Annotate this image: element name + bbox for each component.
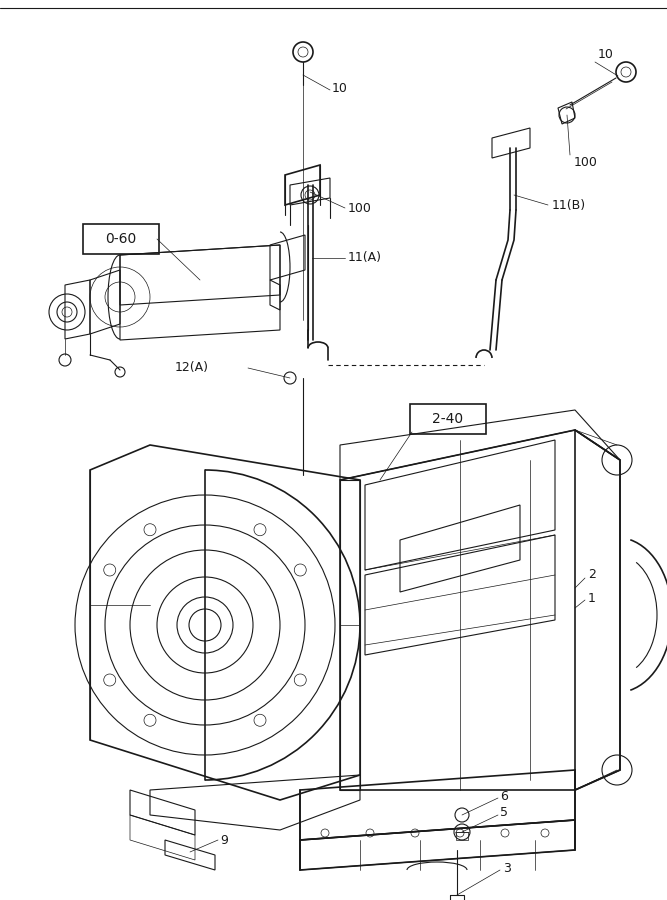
Text: 9: 9 [220, 833, 228, 847]
Text: 100: 100 [348, 202, 372, 214]
Text: 1: 1 [588, 591, 596, 605]
Text: 0-60: 0-60 [105, 232, 137, 246]
Text: 11(A): 11(A) [348, 251, 382, 265]
Text: 11(B): 11(B) [552, 199, 586, 212]
Text: 10: 10 [598, 49, 614, 61]
Text: 3: 3 [503, 861, 511, 875]
Text: 2-40: 2-40 [432, 412, 464, 426]
Text: 2: 2 [588, 569, 596, 581]
Text: 10: 10 [332, 82, 348, 94]
Text: 12(A): 12(A) [175, 362, 209, 374]
Text: 100: 100 [574, 156, 598, 168]
Text: 6: 6 [500, 789, 508, 803]
Text: 5: 5 [500, 806, 508, 820]
